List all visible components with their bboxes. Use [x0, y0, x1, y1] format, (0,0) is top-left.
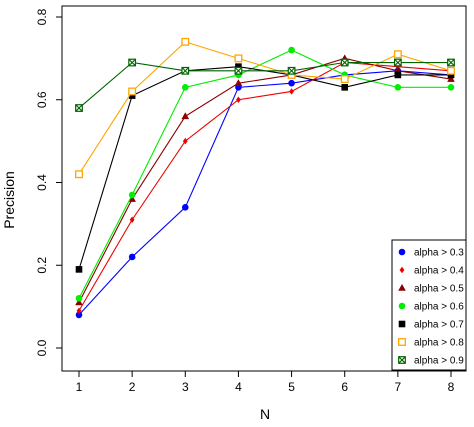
y-tick-label: 0.6: [35, 91, 49, 108]
data-point: [128, 92, 136, 99]
series-5: [75, 37, 455, 179]
data-point: [340, 75, 349, 84]
data-point: [182, 137, 188, 145]
y-axis-title: Precision: [1, 171, 17, 229]
data-point: [341, 84, 349, 91]
data-point: [181, 66, 190, 75]
series-6: [75, 58, 455, 112]
data-point: [447, 66, 455, 75]
data-point: [75, 298, 83, 306]
data-point: [129, 216, 135, 223]
data-point: [394, 84, 402, 91]
data-point: [447, 84, 455, 91]
legend-label: alpha > 0.5: [414, 284, 464, 295]
data-point: [75, 104, 83, 112]
series-line: [78, 61, 451, 109]
data-point: [447, 58, 455, 67]
data-point: [235, 63, 242, 70]
data-point: [128, 191, 136, 199]
data-point: [393, 50, 402, 59]
series-layer: [75, 37, 455, 319]
legend-label: alpha > 0.3: [414, 248, 464, 259]
data-point: [75, 266, 83, 273]
plot-frame: [61, 5, 467, 372]
data-point: [288, 79, 295, 87]
x-tick-label: 3: [182, 380, 189, 394]
x-tick-label: 7: [395, 380, 402, 394]
data-point: [340, 58, 349, 67]
y-tick-label: 0.8: [35, 8, 49, 25]
x-tick-label: 5: [288, 380, 295, 394]
x-axis-title: N: [260, 406, 270, 422]
series-line: [78, 41, 452, 175]
data-point: [75, 170, 83, 179]
legend-marker: [398, 356, 406, 364]
series-line: [78, 49, 451, 299]
data-point: [447, 71, 455, 79]
data-point: [394, 71, 402, 79]
data-point: [181, 37, 190, 46]
legend-marker: [399, 266, 405, 274]
legend-label: alpha > 0.4: [414, 266, 464, 277]
data-point: [289, 88, 294, 95]
legend-label: alpha > 0.8: [414, 338, 464, 349]
legend-marker: [398, 284, 406, 291]
data-point: [181, 112, 190, 120]
data-point: [181, 84, 189, 91]
y-tick-label: 0.0: [35, 339, 49, 356]
legend-marker: [398, 302, 406, 310]
data-point: [181, 204, 189, 211]
data-point: [234, 54, 243, 63]
data-point: [447, 75, 455, 82]
data-point: [76, 307, 82, 314]
legend: alpha > 0.3 alpha > 0.4 alpha > 0.5 alpha >…: [391, 239, 467, 371]
legend-label: alpha > 0.6: [414, 302, 464, 313]
x-tick-label: 4: [235, 380, 242, 394]
legend-marker: [398, 320, 406, 328]
legend-marker: [398, 338, 406, 346]
data-point: [128, 253, 136, 261]
data-point: [234, 66, 243, 75]
data-point: [128, 195, 136, 202]
data-point: [128, 58, 137, 67]
data-point: [128, 87, 137, 96]
series-3: [75, 46, 455, 302]
series-line: [78, 57, 452, 303]
x-tick-label: 2: [129, 380, 136, 394]
y-tick-label: 0.4: [35, 174, 49, 191]
series-1: [76, 59, 454, 314]
data-point: [234, 79, 243, 86]
x-tick-label: 1: [76, 380, 83, 394]
data-point: [75, 295, 83, 302]
data-point: [288, 46, 295, 54]
data-point: [287, 66, 296, 75]
legend-label: alpha > 0.7: [414, 320, 464, 331]
series-line: [78, 70, 452, 316]
y-tick-label: 0.2: [35, 257, 49, 274]
x-tick-label: 6: [341, 380, 348, 394]
data-point: [236, 96, 241, 103]
y-axis: 0.0 0.2 0.4 0.6 0.8: [35, 8, 62, 356]
legend-label: alpha > 0.9: [414, 356, 464, 367]
data-point: [75, 311, 83, 319]
x-tick-label: 8: [448, 380, 455, 394]
plot-box: [61, 5, 467, 372]
data-point: [393, 58, 402, 67]
x-axis: 1 2 3 4 5 6 7 8: [76, 371, 455, 394]
legend-marker: [398, 248, 406, 256]
series-line: [78, 61, 452, 312]
